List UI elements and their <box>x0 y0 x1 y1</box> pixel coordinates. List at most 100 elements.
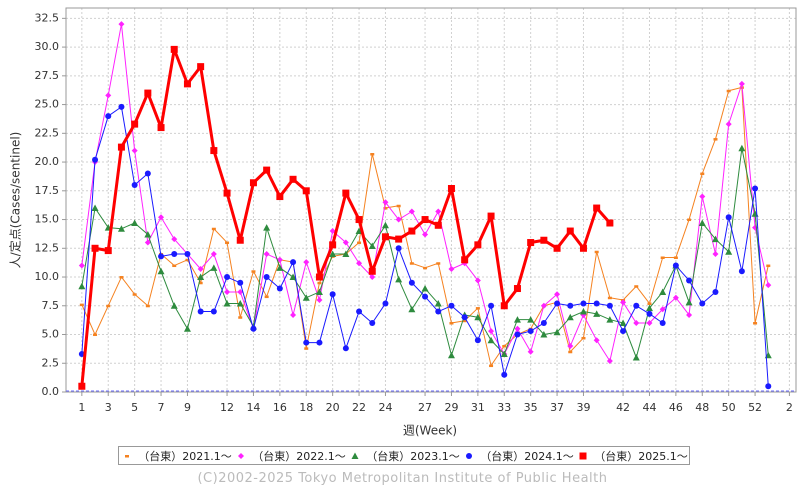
legend-item: （台東）2021.1～ <box>120 448 232 464</box>
point <box>342 250 350 258</box>
point <box>502 345 507 348</box>
point <box>632 354 640 361</box>
point <box>422 293 429 300</box>
y-tick-label: 30.0 <box>35 40 60 53</box>
point <box>752 185 759 192</box>
point <box>263 251 270 258</box>
x-axis-label: 週(Week) <box>403 424 457 438</box>
point <box>594 250 599 254</box>
point <box>223 299 231 307</box>
point <box>436 262 441 265</box>
point <box>183 325 191 332</box>
point <box>435 308 442 315</box>
point <box>672 262 679 269</box>
x-tick-label: 12 <box>220 401 234 414</box>
point <box>106 304 111 308</box>
point <box>197 265 204 272</box>
point <box>289 273 297 281</box>
point <box>170 45 178 53</box>
y-tick-label: 20.0 <box>35 155 60 168</box>
point <box>766 264 771 268</box>
point <box>408 208 415 215</box>
x-tick-label: 14 <box>246 401 260 414</box>
point <box>210 251 217 258</box>
point <box>567 343 574 350</box>
point <box>753 322 758 325</box>
point <box>117 225 125 232</box>
point <box>329 250 337 258</box>
x-tick-label: 1 <box>78 401 85 414</box>
legend-swatch <box>579 452 587 459</box>
point <box>461 256 469 264</box>
point <box>317 281 322 285</box>
point <box>593 204 601 212</box>
legend-swatch <box>238 452 245 459</box>
point <box>606 357 613 364</box>
point <box>422 231 429 238</box>
y-tick-label: 0.0 <box>42 385 60 398</box>
point <box>462 319 467 323</box>
y-tick-label: 5.0 <box>42 328 60 341</box>
y-tick-label: 32.5 <box>35 11 60 24</box>
point <box>105 113 112 120</box>
point <box>395 235 403 243</box>
point <box>474 277 481 284</box>
x-tick-label: 50 <box>722 401 736 414</box>
plot-frame <box>65 7 797 393</box>
point <box>699 193 706 200</box>
point <box>659 288 667 295</box>
point <box>304 347 309 350</box>
point <box>500 302 508 310</box>
x-tick-label: 7 <box>158 401 165 414</box>
point <box>131 120 139 128</box>
x-tick-label: 5 <box>131 401 138 414</box>
point <box>211 227 216 231</box>
point <box>78 262 85 269</box>
point <box>686 277 693 284</box>
point <box>91 244 99 252</box>
x-tick-label: 18 <box>299 401 313 414</box>
point <box>276 193 284 201</box>
point <box>157 267 165 275</box>
point <box>513 285 521 293</box>
point <box>726 89 731 93</box>
point <box>78 382 86 390</box>
x-tick-label: 2 <box>786 401 793 414</box>
point <box>738 80 745 87</box>
point <box>725 121 732 128</box>
point <box>79 303 84 307</box>
point <box>395 216 402 223</box>
point <box>633 320 640 327</box>
point <box>566 227 574 235</box>
point <box>92 156 99 163</box>
point <box>316 339 323 346</box>
point <box>566 313 574 321</box>
point <box>593 310 601 317</box>
point <box>593 337 600 344</box>
point <box>237 288 244 295</box>
point <box>197 308 204 315</box>
point <box>513 316 521 323</box>
point <box>263 274 270 281</box>
point <box>78 282 86 290</box>
point <box>659 320 666 327</box>
footer: (C)2002-2025 Tokyo Metropolitan Institut… <box>197 471 608 486</box>
legend-item: （台東）2022.1～ <box>234 448 346 464</box>
point <box>170 302 178 309</box>
point <box>687 218 692 222</box>
point <box>527 239 535 247</box>
point <box>144 239 151 246</box>
point <box>316 297 323 304</box>
point <box>620 299 627 306</box>
point <box>93 333 98 337</box>
legend: （台東）2021.1～ （台東）2022.1～ （台東）2023.1～ （台東）202… <box>118 446 690 465</box>
point <box>606 302 613 309</box>
point <box>646 320 653 327</box>
point <box>357 241 362 245</box>
point <box>673 256 678 259</box>
point <box>342 239 349 246</box>
point <box>487 212 495 220</box>
point <box>540 236 548 244</box>
point <box>119 276 124 279</box>
point <box>580 300 587 307</box>
